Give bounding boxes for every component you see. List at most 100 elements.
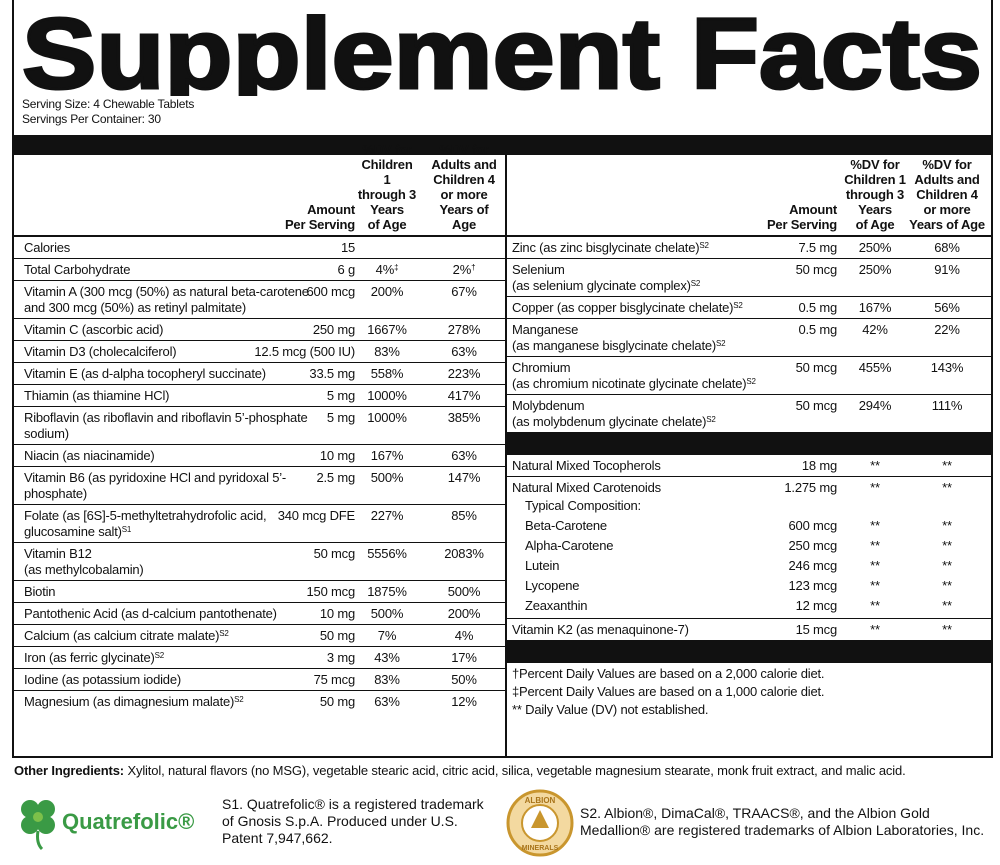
amount: 0.5 mg	[798, 322, 837, 337]
dv-adult: **	[907, 538, 987, 554]
dv-value: 147%	[447, 470, 481, 485]
dv-value: 91%	[934, 262, 960, 277]
dv-child: **	[840, 518, 910, 534]
right-table: Amount Per Serving %DV for Children 1 throug…	[507, 155, 991, 756]
name: Folate (as [6S]-5-methyltetrahydrofolic …	[24, 508, 267, 539]
name: Magnesium (as dimagnesium malate)	[24, 694, 235, 709]
dv-child: 227%	[357, 508, 417, 524]
header-line: Years of Age	[909, 217, 985, 232]
nutrient-name: Vitamin D3 (cholecalciferol)	[24, 344, 309, 360]
dv-adult: 111%	[907, 398, 987, 414]
dv-value: **	[870, 578, 880, 593]
amount: 75 mcg	[313, 672, 356, 687]
serving-size: Serving Size: 4 Chewable Tablets	[22, 97, 195, 111]
dv-child: 43%	[357, 650, 417, 666]
name: Calories	[24, 240, 71, 255]
header-line: Adults and	[431, 157, 497, 172]
amount: 12.5 mcg (500 IU)	[254, 344, 355, 359]
amount: 246 mcg	[788, 558, 838, 573]
header-line: or more	[923, 202, 971, 217]
dv-value: 455%	[858, 360, 892, 375]
amount: 33.5 mg	[309, 366, 355, 381]
dv-child: **	[840, 480, 910, 496]
dv-value: **	[942, 558, 952, 573]
dv-value: **	[870, 480, 880, 495]
nutrient-name: Zinc (as zinc bisglycinate chelate)S2	[512, 240, 802, 256]
dv-value: 67%	[451, 284, 477, 299]
amount: 600 mcg	[788, 518, 838, 533]
amount: 15	[340, 240, 355, 255]
nutrient-row: Calories 15	[14, 237, 505, 259]
nutrient-row: Iodine (as potassium iodide) 75 mcg 83% 50%	[14, 669, 505, 691]
dv-value: 63%	[451, 448, 477, 463]
amount: 50 mcg	[795, 262, 838, 277]
name: Iron (as ferric glycinate)	[24, 650, 155, 665]
dv-adult: **	[907, 458, 987, 474]
table-header: Amount Per Serving %DV for Children 1 throug…	[507, 155, 991, 237]
nutrient-name: Thiamin (as thiamine HCl)	[24, 388, 309, 404]
dv-value: 500%	[370, 470, 404, 485]
name: Riboflavin (as riboflavin and riboflavin…	[24, 410, 308, 441]
amount: 10 mg	[319, 448, 355, 463]
name-detail: (as manganese bisglycinate chelate)	[512, 338, 717, 353]
dv-symbol: ‡	[394, 263, 399, 272]
name-detail: (as selenium glycinate complex)	[512, 278, 691, 293]
header-line: Children 4	[916, 187, 978, 202]
dv-adult: 143%	[907, 360, 987, 376]
nutrient-name: Vitamin B12 (as methylcobalamin)	[24, 546, 309, 578]
header-bar	[14, 135, 991, 155]
name: Niacin (as niacinamide)	[24, 448, 155, 463]
dv-adult: 12%	[429, 694, 499, 710]
dv-adult: **	[907, 518, 987, 534]
dv-value: 4%	[454, 628, 474, 643]
footnote-ref: S2	[733, 301, 743, 310]
header-line: of Age	[855, 217, 895, 232]
nutrient-row: Manganese (as manganese bisglycinate chel…	[507, 319, 991, 357]
name: Selenium	[512, 262, 565, 277]
nutrient-name: Magnesium (as dimagnesium malate)S2	[24, 694, 309, 710]
dv-child: 250%	[840, 262, 910, 278]
dv-adult: 17%	[429, 650, 499, 666]
dv-value: 1000%	[367, 388, 407, 403]
nutrient-name: Vitamin C (ascorbic acid)	[24, 322, 309, 338]
nutrient-row: Zinc (as zinc bisglycinate chelate)S2 7.5…	[507, 237, 991, 259]
amount: 6 g	[337, 262, 356, 277]
header-line: Per Serving	[284, 217, 355, 232]
footnote-ref: S2	[690, 279, 701, 288]
dv-value: 111%	[931, 398, 963, 413]
dv-value: 12%	[451, 694, 477, 709]
amount: 15 mcg	[795, 622, 838, 637]
footnote: †Percent Daily Values are based on a 2,0…	[512, 666, 825, 681]
nutrient-name: Molybdenum (as molybdenum glycinate chela…	[512, 398, 802, 430]
nutrient-row: Calcium (as calcium citrate malate)S2 50 …	[14, 625, 505, 647]
dv-adult: 278%	[429, 322, 499, 338]
dv-adult: 63%	[429, 344, 499, 360]
footnote-ref: S2	[219, 629, 229, 638]
dv-child: 1000%	[357, 388, 417, 404]
name: Alpha-Carotene	[525, 538, 614, 553]
servings-per-container: Servings Per Container: 30	[22, 112, 161, 126]
section-bar	[507, 641, 991, 663]
name: Lycopene	[525, 578, 580, 593]
dv-value: 2%	[452, 262, 472, 277]
dv-value: **	[942, 480, 952, 495]
header-line: Adults and	[914, 172, 980, 187]
name: Biotin	[24, 584, 56, 599]
nutrient-name: Chromium (as chromium nicotinate glycinat…	[512, 360, 802, 392]
dv-symbol: †	[471, 263, 476, 272]
dv-value: 42%	[862, 322, 888, 337]
dv-value: **	[942, 598, 952, 613]
dv-value: 17%	[451, 650, 477, 665]
dv-child: 7%	[357, 628, 417, 644]
dv-adult: 417%	[429, 388, 499, 404]
nutrient-name: Vitamin A (300 mcg (50%) as natural beta…	[24, 284, 309, 316]
header-line: Amount	[789, 202, 837, 217]
dv-value: 22%	[934, 322, 960, 337]
dv-value: **	[870, 598, 880, 613]
name: Vitamin B12	[24, 546, 92, 561]
dv-value: **	[942, 518, 952, 533]
dv-adult: 68%	[907, 240, 987, 256]
nutrient-row: Vitamin K2 (as menaquinone-7) 15 mcg ** **	[507, 619, 991, 641]
dv-value: 250%	[858, 262, 892, 277]
name: Zinc (as zinc bisglycinate chelate)	[512, 240, 700, 255]
